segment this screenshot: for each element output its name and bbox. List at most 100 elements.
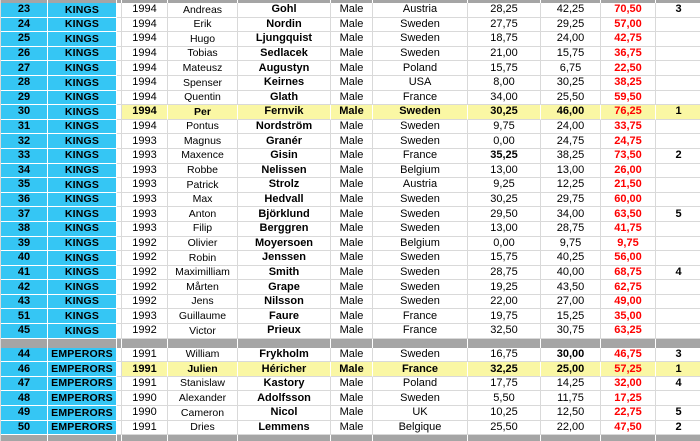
- cell-rank[interactable]: [656, 222, 700, 237]
- cell-rank[interactable]: [656, 295, 700, 310]
- cell-last-name[interactable]: Strolz: [238, 178, 331, 193]
- cell-country[interactable]: Sweden: [373, 280, 468, 295]
- cell-country[interactable]: France: [373, 148, 468, 164]
- cell-last-name[interactable]: Hedvall: [238, 192, 331, 208]
- cell-country[interactable]: Austria: [373, 3, 468, 18]
- cell-country[interactable]: Sweden: [373, 294, 468, 310]
- cell-year[interactable]: 1993: [122, 221, 168, 237]
- cell-gender[interactable]: Male: [331, 251, 373, 266]
- cell-rank[interactable]: 1: [656, 362, 700, 377]
- cell-last-name[interactable]: Björklund: [238, 207, 331, 222]
- cell-country[interactable]: Sweden: [373, 221, 468, 237]
- cell-country[interactable]: Austria: [373, 178, 468, 193]
- cell-first-name[interactable]: Robbe: [168, 163, 238, 179]
- cell-total[interactable]: 63,25: [601, 324, 656, 339]
- cell-last-name[interactable]: Gisin: [238, 148, 331, 164]
- cell-total[interactable]: 17,25: [601, 391, 656, 407]
- cell-rank[interactable]: 5: [656, 406, 700, 421]
- cell-rank[interactable]: 3: [656, 3, 700, 18]
- cell-score1[interactable]: 17,75: [468, 376, 541, 392]
- cell-score2[interactable]: 25,00: [541, 362, 601, 377]
- cell-score2[interactable]: 38,25: [541, 148, 601, 164]
- cell-score1[interactable]: 13,00: [468, 163, 541, 179]
- cell-last-name[interactable]: Glath: [238, 90, 331, 106]
- cell-row-number[interactable]: 28: [1, 75, 48, 91]
- cell-last-name[interactable]: Berggren: [238, 221, 331, 237]
- cell-row-number[interactable]: 50: [1, 420, 48, 436]
- cell-score2[interactable]: 30,00: [541, 347, 601, 363]
- cell-gender[interactable]: Male: [331, 221, 373, 237]
- cell-first-name[interactable]: Hugo: [168, 32, 238, 47]
- cell-gender[interactable]: Male: [331, 134, 373, 149]
- cell-row-number[interactable]: 42: [1, 280, 48, 295]
- cell-team[interactable]: KINGS: [48, 280, 117, 295]
- cell-row-number[interactable]: 47: [1, 376, 48, 392]
- cell-team[interactable]: KINGS: [48, 309, 117, 325]
- cell-row-number[interactable]: 31: [1, 119, 48, 135]
- cell-country[interactable]: Poland: [373, 376, 468, 392]
- cell-team[interactable]: KINGS: [48, 119, 117, 135]
- cell-first-name[interactable]: Spenser: [168, 75, 238, 91]
- cell-last-name[interactable]: Nilsson: [238, 294, 331, 310]
- cell-year[interactable]: 1990: [122, 391, 168, 407]
- cell-first-name[interactable]: Quentin: [168, 90, 238, 106]
- cell-score1[interactable]: 32,50: [468, 324, 541, 339]
- cell-score1[interactable]: 16,75: [468, 347, 541, 363]
- cell-team[interactable]: KINGS: [48, 61, 117, 76]
- cell-last-name[interactable]: Moyersoen: [238, 236, 331, 252]
- cell-country[interactable]: Sweden: [373, 192, 468, 208]
- cell-first-name[interactable]: Stanislaw: [168, 376, 238, 392]
- cell-row-number[interactable]: 49: [1, 406, 48, 421]
- cell-country[interactable]: Sweden: [373, 32, 468, 47]
- cell-gender[interactable]: Male: [331, 61, 373, 76]
- cell-score2[interactable]: 11,75: [541, 391, 601, 407]
- cell-first-name[interactable]: Julien: [168, 362, 238, 377]
- cell-first-name[interactable]: Mateusz: [168, 61, 238, 76]
- cell-country[interactable]: Sweden: [373, 46, 468, 62]
- cell-total[interactable]: 70,50: [601, 3, 656, 18]
- cell-team[interactable]: KINGS: [48, 221, 117, 237]
- cell-score1[interactable]: 18,75: [468, 32, 541, 47]
- cell-first-name[interactable]: Maximilliam: [168, 265, 238, 281]
- cell-year[interactable]: 1994: [122, 75, 168, 91]
- cell-team[interactable]: KINGS: [48, 148, 117, 164]
- cell-first-name[interactable]: Guillaume: [168, 309, 238, 325]
- cell-score1[interactable]: 35,25: [468, 148, 541, 164]
- cell-rank[interactable]: 1: [656, 105, 700, 120]
- cell-rank[interactable]: 4: [656, 266, 700, 281]
- cell-last-name[interactable]: Kastory: [238, 376, 331, 392]
- cell-team[interactable]: EMPERORS: [48, 391, 117, 407]
- cell-score2[interactable]: 15,75: [541, 46, 601, 62]
- cell-last-name[interactable]: Fernvik: [238, 105, 331, 120]
- cell-last-name[interactable]: Gohl: [238, 3, 331, 18]
- cell-team[interactable]: KINGS: [48, 324, 117, 339]
- cell-gender[interactable]: Male: [331, 420, 373, 436]
- cell-gender[interactable]: Male: [331, 148, 373, 164]
- cell-score1[interactable]: 19,75: [468, 309, 541, 325]
- cell-country[interactable]: Sweden: [373, 347, 468, 363]
- cell-gender[interactable]: Male: [331, 163, 373, 179]
- cell-total[interactable]: 21,50: [601, 178, 656, 193]
- cell-first-name[interactable]: Andreas: [168, 3, 238, 18]
- cell-first-name[interactable]: Dries: [168, 420, 238, 436]
- cell-row-number[interactable]: 43: [1, 294, 48, 310]
- cell-year[interactable]: 1993: [122, 309, 168, 325]
- cell-team[interactable]: EMPERORS: [48, 362, 117, 377]
- cell-total[interactable]: 22,50: [601, 61, 656, 76]
- cell-rank[interactable]: [656, 164, 700, 179]
- cell-total[interactable]: 38,25: [601, 75, 656, 91]
- cell-rank[interactable]: [656, 18, 700, 33]
- cell-score1[interactable]: 22,00: [468, 294, 541, 310]
- cell-row-number[interactable]: 29: [1, 90, 48, 106]
- cell-year[interactable]: 1992: [122, 265, 168, 281]
- cell-row-number[interactable]: 48: [1, 391, 48, 407]
- cell-row-number[interactable]: 40: [1, 251, 48, 266]
- cell-score1[interactable]: 10,25: [468, 406, 541, 421]
- cell-first-name[interactable]: Maxence: [168, 148, 238, 164]
- cell-team[interactable]: EMPERORS: [48, 376, 117, 392]
- cell-score2[interactable]: 43,50: [541, 280, 601, 295]
- cell-last-name[interactable]: Frykholm: [238, 347, 331, 363]
- cell-gender[interactable]: Male: [331, 119, 373, 135]
- cell-score1[interactable]: 34,00: [468, 90, 541, 106]
- cell-country[interactable]: France: [373, 324, 468, 339]
